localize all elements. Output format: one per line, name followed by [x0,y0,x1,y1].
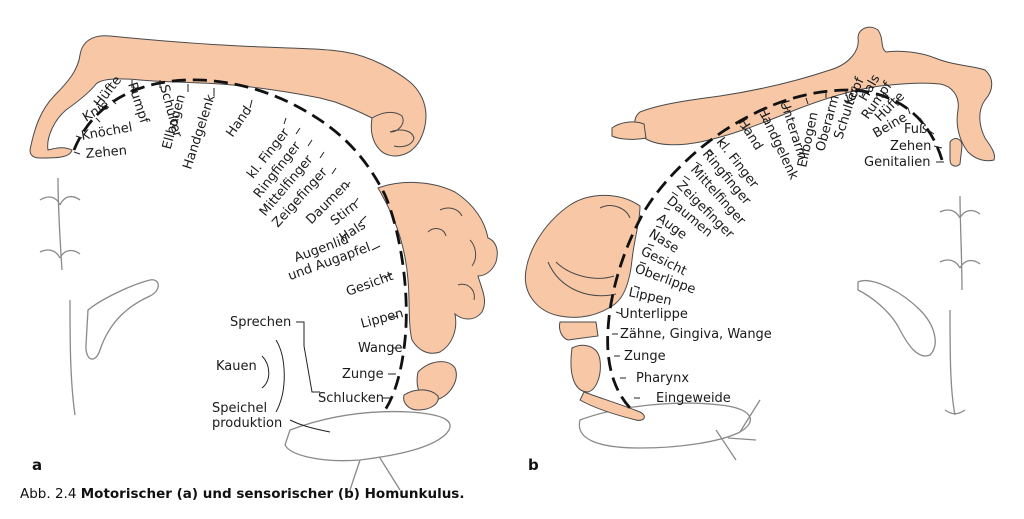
sensory-label-unterlippe: Unterlippe [620,307,688,322]
motor-label-hand: Hand [223,103,255,140]
sensory-label-zaehne: Zähne, Gingiva, Wange [620,327,772,342]
sensory-label-genitalien: Genitalien [864,155,930,170]
motor-face [377,181,498,354]
motor-foot [29,35,427,159]
caption-prefix: Abb. 2.4 [20,486,77,502]
sensory-label-zehen: Zehen [890,139,931,154]
motor-label-lippen: Lippen [359,306,405,332]
figure-caption: Abb. 2.4 Motorischer (a) und sensorische… [20,486,464,502]
motor-labels: Zehen Knöchel Knie Hüfte Rumpf Schulter … [73,73,405,431]
caption-text: Motorischer (a) und sensorischer (b) Hom… [80,486,465,502]
sensory-label-eingeweide: Eingeweide [656,391,731,406]
motor-label-zehen: Zehen [85,143,128,162]
motor-label-rumpf: Rumpf [124,81,151,126]
motor-function-sprechen: Sprechen [230,315,291,330]
motor-label-schlucken: Schlucken [318,391,384,406]
motor-function-speichel-line1: Speichel [212,401,267,416]
sensory-label-pharynx: Pharynx [636,371,689,386]
sensory-homunculus-drawing [524,26,995,461]
panel-b-letter: b [528,456,539,474]
sensory-label-zunge: Zunge [624,349,666,364]
motor-label-wange: Wange [358,341,402,356]
motor-label-gesicht: Gesicht [344,269,395,300]
panel-a-letter: a [32,456,42,474]
motor-function-speichel: Speichel produktion [212,401,282,431]
motor-function-speichel-line2: produktion [212,416,282,431]
motor-function-kauen: Kauen [216,359,257,374]
sensory-label-fuss: Fuß [904,122,927,137]
sensory-label-lippen: Lippen [627,285,673,309]
motor-label-zunge: Zunge [342,367,384,382]
sensory-face [524,194,641,318]
sensory-labels: Genitalien Zehen Fuß Beine Hüfte Rumpf H… [612,72,944,406]
motor-homunculus-drawing [29,35,498,491]
